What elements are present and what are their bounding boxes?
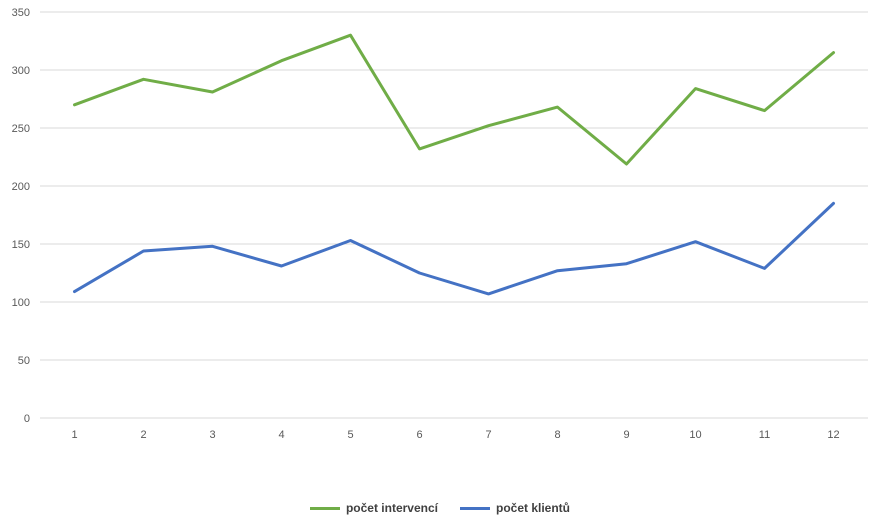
x-tick-label: 3 xyxy=(209,429,215,441)
y-tick-label: 250 xyxy=(12,123,30,135)
x-tick-label: 11 xyxy=(759,429,770,441)
x-tick-label: 9 xyxy=(623,429,629,441)
x-tick-label: 4 xyxy=(278,429,284,441)
legend-swatch-interventions xyxy=(309,506,340,510)
y-tick-label: 350 xyxy=(12,7,30,19)
series-line-interventions xyxy=(73,33,835,166)
x-tick-label: 2 xyxy=(140,429,146,441)
legend-item-interventions: počet intervencí xyxy=(309,501,438,515)
legend-label-clients: počet klientů xyxy=(496,501,571,515)
y-tick-label: 200 xyxy=(12,181,30,193)
x-tick-label: 10 xyxy=(689,429,701,441)
series-line-clients xyxy=(73,201,835,296)
x-tick-label: 1 xyxy=(71,429,77,441)
x-tick-label: 7 xyxy=(485,429,491,441)
legend: počet intervencí počet klientů xyxy=(0,498,880,518)
y-tick-label: 50 xyxy=(18,355,30,367)
legend-swatch-clients xyxy=(460,506,490,510)
x-tick-label: 8 xyxy=(554,429,560,441)
y-tick-label: 0 xyxy=(24,413,30,425)
y-axis-ticks: 0 50 100 150 200 250 300 350 xyxy=(12,7,30,425)
x-tick-label: 6 xyxy=(416,429,422,441)
gridlines xyxy=(40,11,868,419)
y-tick-label: 150 xyxy=(12,239,30,251)
x-tick-label: 12 xyxy=(827,429,839,441)
legend-label-interventions: počet intervencí xyxy=(345,501,438,515)
y-tick-label: 100 xyxy=(12,297,30,309)
series-lines xyxy=(73,33,835,296)
x-axis-ticks: 1 2 3 4 5 6 7 8 9 10 11 12 xyxy=(71,429,839,441)
legend-item-clients: počet klientů xyxy=(460,501,570,515)
x-tick-label: 5 xyxy=(347,429,353,441)
y-tick-label: 300 xyxy=(12,65,30,77)
